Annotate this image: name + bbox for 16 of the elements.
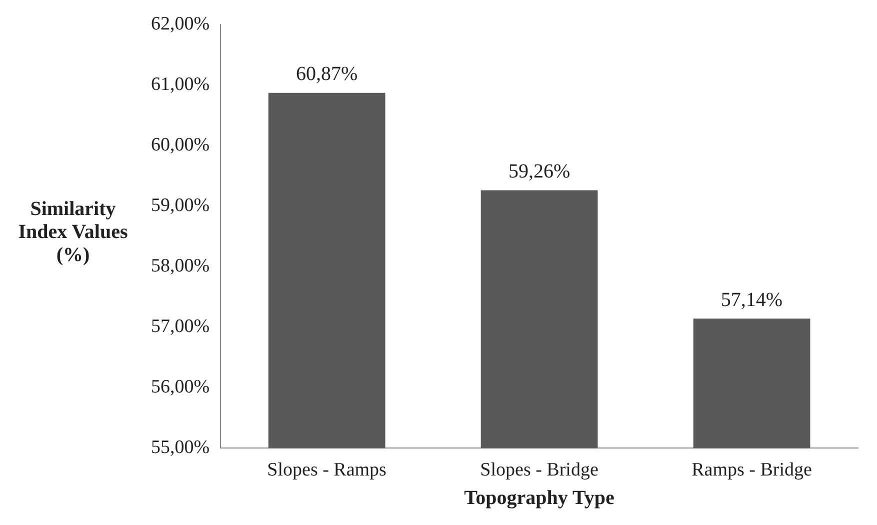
x-axis-title: Topography Type [464,487,615,510]
x-tick-label: Ramps - Bridge [692,460,812,481]
y-axis-title: Similarity Index Values (%) [18,198,128,267]
x-tick-label: Slopes - Ramps [267,460,386,481]
y-tick-label: 56,00% [151,376,210,398]
data-label: 57,14% [720,288,783,311]
y-tick-label: 60,00% [151,134,210,156]
x-tick-label: Slopes - Bridge [480,460,598,481]
data-label: 59,26% [508,160,570,183]
y-tick-label: 57,00% [151,316,210,338]
y-tick-label: 62,00% [151,13,210,34]
y-tick-label: 59,00% [151,195,210,216]
y-tick-label: 58,00% [151,256,210,277]
y-tick-label: 55,00% [151,437,210,458]
data-label: 60,87% [296,63,358,86]
y-tick-label: 61,00% [151,74,210,95]
